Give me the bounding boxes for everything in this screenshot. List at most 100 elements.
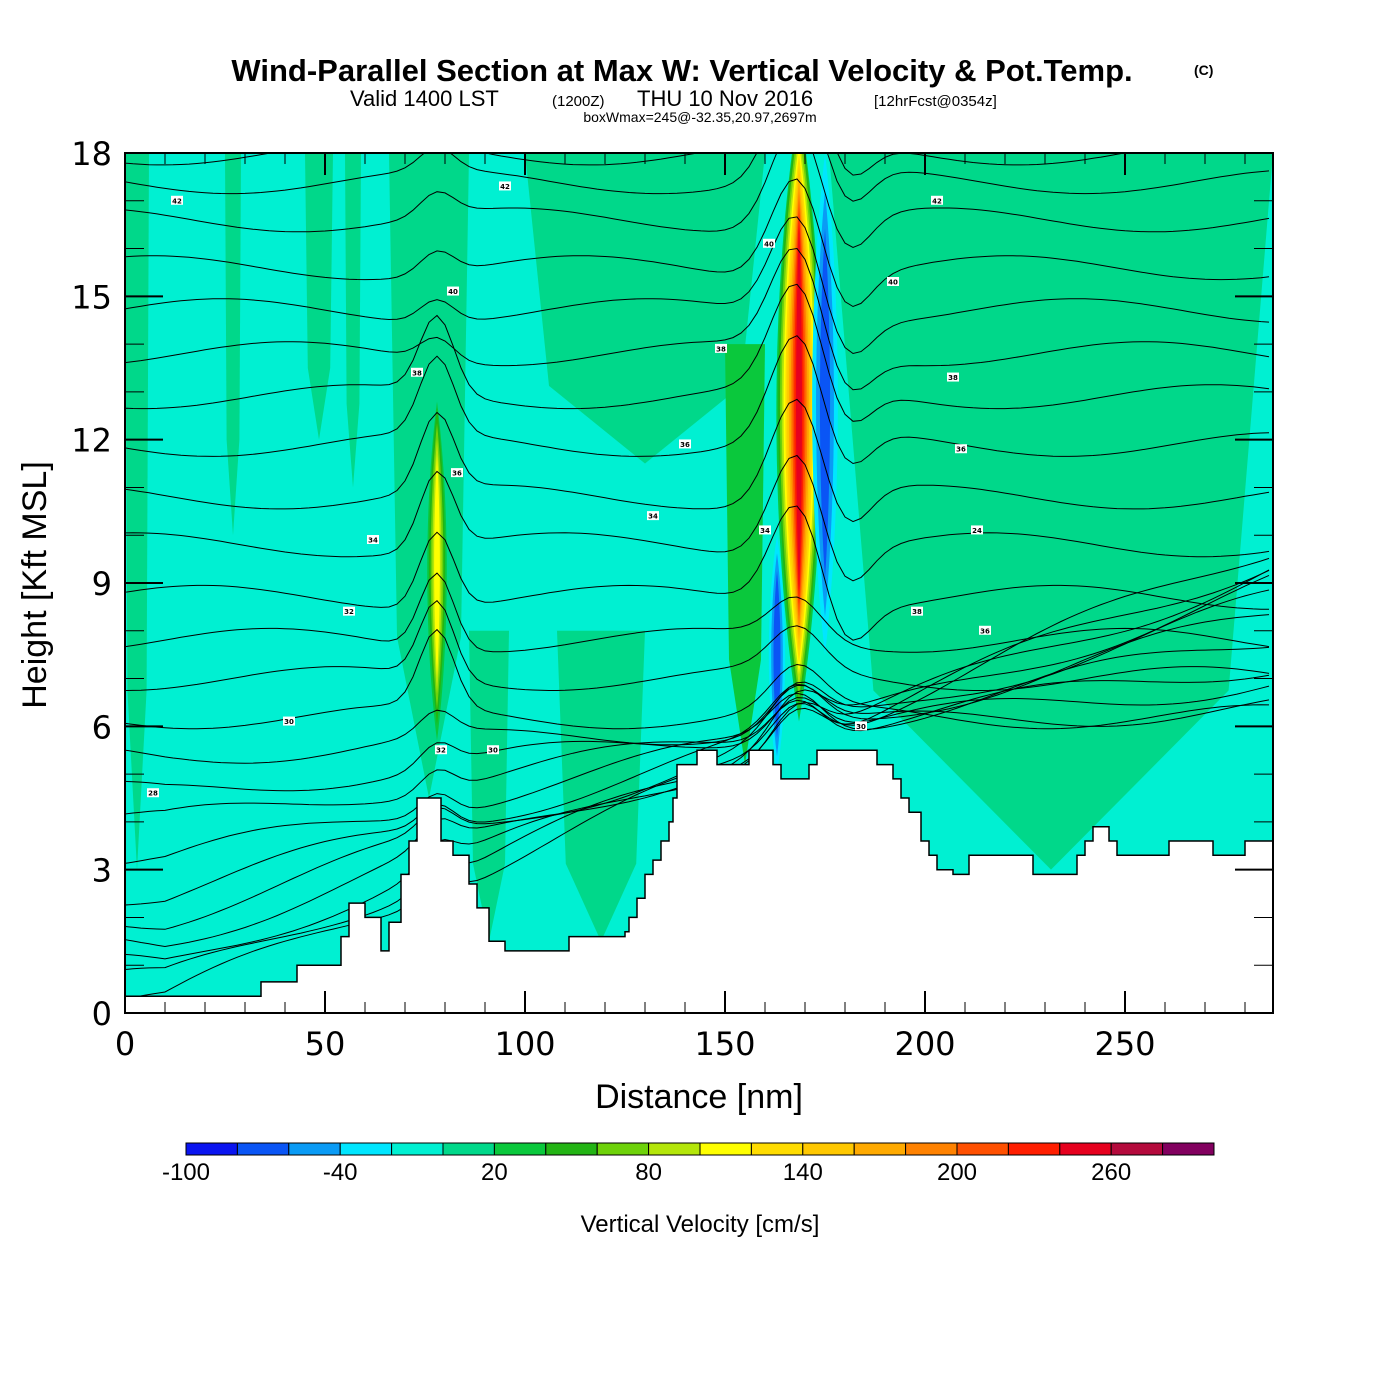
svg-text:30: 30 bbox=[856, 723, 866, 731]
updraft-secondary-level bbox=[434, 454, 440, 678]
colorbar-swatch bbox=[1162, 1142, 1215, 1156]
colorbar-swatch bbox=[750, 1142, 804, 1156]
svg-text:36: 36 bbox=[956, 446, 966, 454]
theta-contour bbox=[125, 153, 1270, 202]
theta-contour bbox=[125, 454, 1270, 582]
colorbar-swatch bbox=[185, 1142, 238, 1156]
svg-text:28: 28 bbox=[148, 790, 158, 798]
velocity-band bbox=[725, 344, 765, 765]
y-tick-label: 6 bbox=[92, 708, 112, 746]
velocity-band bbox=[469, 630, 509, 942]
colorbar-tick-label: 200 bbox=[937, 1159, 977, 1186]
valid-date: THU 10 Nov 2016 bbox=[637, 86, 813, 111]
box-info: boxWmax=245@-32.35,20.97,2697m bbox=[583, 109, 816, 125]
x-tick-label: 150 bbox=[694, 1025, 755, 1063]
theta-contour bbox=[125, 178, 1270, 308]
contour-label: 38 bbox=[947, 372, 959, 382]
svg-text:36: 36 bbox=[980, 627, 990, 635]
colorbar-swatch bbox=[596, 1142, 650, 1156]
colorbar-tick-label: 20 bbox=[481, 1159, 508, 1186]
contour-label: 28 bbox=[147, 788, 159, 798]
theta-contour bbox=[125, 247, 1270, 391]
svg-text:42: 42 bbox=[172, 197, 182, 205]
colorbar-swatch bbox=[1007, 1142, 1061, 1156]
contour-label: 32 bbox=[435, 745, 447, 755]
velocity-bands bbox=[125, 153, 1273, 942]
contour-label: 34 bbox=[647, 511, 659, 521]
svg-text:32: 32 bbox=[344, 608, 354, 616]
colorbar-swatch bbox=[442, 1142, 495, 1156]
valid-prefix: Valid 1400 LST bbox=[350, 86, 499, 111]
svg-text:36: 36 bbox=[452, 470, 462, 478]
y-tick-label: 18 bbox=[71, 135, 112, 173]
colorbar-swatch bbox=[853, 1142, 907, 1156]
colorbar-tick-label: -40 bbox=[323, 1159, 358, 1186]
colorbar-tick-label: 260 bbox=[1091, 1159, 1131, 1186]
svg-text:32: 32 bbox=[436, 747, 446, 755]
colorbar-tick-label: 80 bbox=[635, 1159, 662, 1186]
y-tick-label: 12 bbox=[71, 422, 112, 460]
svg-text:38: 38 bbox=[912, 608, 922, 616]
x-tick-label: 50 bbox=[305, 1025, 346, 1063]
svg-text:38: 38 bbox=[948, 374, 958, 382]
contour-label: 24 bbox=[971, 525, 983, 535]
theta-contour bbox=[125, 684, 1270, 764]
theta-contour bbox=[125, 628, 1270, 730]
svg-text:42: 42 bbox=[932, 197, 942, 205]
y-tick-label: 3 bbox=[92, 852, 112, 890]
contour-label: 30 bbox=[487, 745, 499, 755]
contour-label: 36 bbox=[955, 444, 967, 454]
contour-label: 38 bbox=[411, 367, 423, 377]
svg-text:30: 30 bbox=[284, 718, 294, 726]
velocity-band bbox=[389, 153, 469, 798]
updraft-main-level bbox=[796, 224, 802, 593]
colorbar-swatch bbox=[956, 1142, 1009, 1156]
svg-text:34: 34 bbox=[648, 513, 658, 521]
theta-contour bbox=[125, 153, 1128, 176]
theta-contour bbox=[125, 283, 1270, 422]
contour-label: 42 bbox=[171, 195, 183, 205]
theta-contour bbox=[125, 398, 1270, 523]
colorbar-swatch bbox=[288, 1142, 341, 1156]
svg-text:40: 40 bbox=[448, 288, 458, 296]
colorbar-swatch bbox=[391, 1142, 444, 1156]
contour-label: 34 bbox=[367, 535, 379, 545]
x-tick-label: 200 bbox=[894, 1025, 955, 1063]
y-tick-label: 9 bbox=[92, 565, 112, 603]
y-tick-label: 15 bbox=[71, 278, 112, 316]
copyright-mark: (C) bbox=[1194, 62, 1213, 78]
theta-contour bbox=[125, 674, 1270, 815]
colorbar-swatch bbox=[236, 1142, 290, 1156]
contour-label: 38 bbox=[911, 606, 923, 616]
contour-label: 36 bbox=[451, 468, 463, 478]
x-tick-label: 250 bbox=[1094, 1025, 1155, 1063]
colorbar-swatch bbox=[905, 1142, 958, 1156]
svg-text:40: 40 bbox=[764, 240, 774, 248]
colorbar-swatch bbox=[648, 1142, 701, 1156]
colorbar-swatch bbox=[1059, 1142, 1112, 1156]
colorbar-tick-label: -100 bbox=[162, 1159, 210, 1186]
contour-label: 40 bbox=[887, 277, 899, 287]
contour-labels: 42 42 40 38 36 34 32 30 28 32 30 34 36 38 40 34 30 40 42 38… bbox=[147, 181, 991, 798]
contour-label: 30 bbox=[283, 716, 295, 726]
x-axis-label: Distance [nm] bbox=[595, 1078, 803, 1116]
colorbar-title: Vertical Velocity [cm/s] bbox=[581, 1211, 820, 1238]
svg-text:36: 36 bbox=[680, 441, 690, 449]
colorbar: -100 -40 20 80 140 200 260 bbox=[162, 1142, 1215, 1186]
contour-label: 42 bbox=[499, 181, 511, 191]
contour-label: 42 bbox=[931, 195, 943, 205]
contour-label: 40 bbox=[763, 238, 775, 248]
svg-text:34: 34 bbox=[368, 537, 378, 545]
contour-label: 30 bbox=[855, 721, 867, 731]
colorbar-swatch bbox=[802, 1142, 855, 1156]
svg-text:30: 30 bbox=[488, 747, 498, 755]
x-axis: 0 50 100 150 200 250 bbox=[115, 153, 1246, 1063]
colorbar-swatch bbox=[493, 1142, 547, 1156]
plot-area: 42 42 40 38 36 34 32 30 28 32 30 34 36 38 40 34 30 40 42 38… bbox=[125, 153, 1273, 1013]
contour-label: 34 bbox=[759, 525, 771, 535]
theta-contour bbox=[125, 216, 1270, 355]
y-axis-label: Height [Kft MSL] bbox=[16, 461, 54, 709]
velocity-band bbox=[225, 153, 241, 536]
